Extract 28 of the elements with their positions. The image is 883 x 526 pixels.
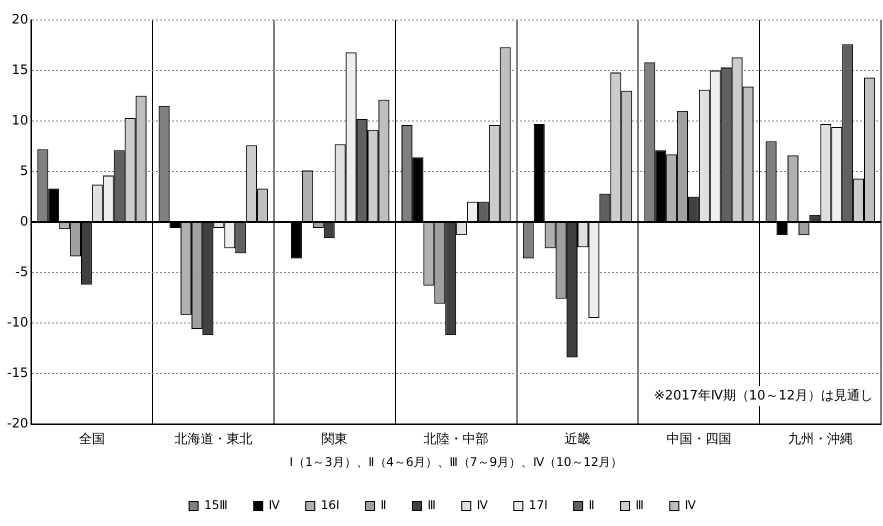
- legend-label: Ⅳ: [476, 498, 488, 512]
- x-tick-label: 中国・四国: [666, 432, 732, 448]
- y-tick-label: 5: [20, 164, 28, 179]
- legend-label: Ⅲ: [636, 498, 644, 512]
- y-tick-label: 10: [12, 113, 28, 128]
- x-tick-label: 北海道・東北: [174, 432, 252, 448]
- legend-label: Ⅲ: [427, 498, 436, 512]
- legend-label: 15Ⅲ: [204, 498, 228, 512]
- x-tick-label: 北陸・中部: [424, 432, 489, 448]
- legend-label: 17Ⅰ: [528, 498, 548, 512]
- y-tick-label: 0: [20, 214, 28, 230]
- x-tick-label: 近畿: [564, 432, 591, 448]
- legend-label: Ⅱ: [380, 498, 386, 512]
- legend-label: Ⅳ: [684, 498, 696, 512]
- annotation: ※2017年Ⅳ期（10～12月）は見通し: [654, 388, 873, 404]
- x-tick-label: 全国: [78, 432, 105, 448]
- y-tick-label: -15: [7, 366, 28, 381]
- x-tick-label: 九州・沖縄: [788, 432, 853, 448]
- y-tick-label: -5: [15, 264, 28, 280]
- y-tick-label: 20: [12, 12, 28, 28]
- legend-label: Ⅱ: [588, 498, 595, 512]
- x-axis-title: Ⅰ（1～3月）、Ⅱ（4～6月）、Ⅲ（7～9月）、Ⅳ（10～12月）: [290, 454, 623, 469]
- y-tick-label: 15: [12, 62, 28, 78]
- y-tick-label: -20: [7, 416, 28, 432]
- legend-label: 16Ⅰ: [320, 498, 340, 512]
- y-tick-label: -10: [7, 315, 28, 330]
- x-tick-label: 関東: [322, 432, 348, 448]
- legend-label: Ⅳ: [268, 498, 280, 512]
